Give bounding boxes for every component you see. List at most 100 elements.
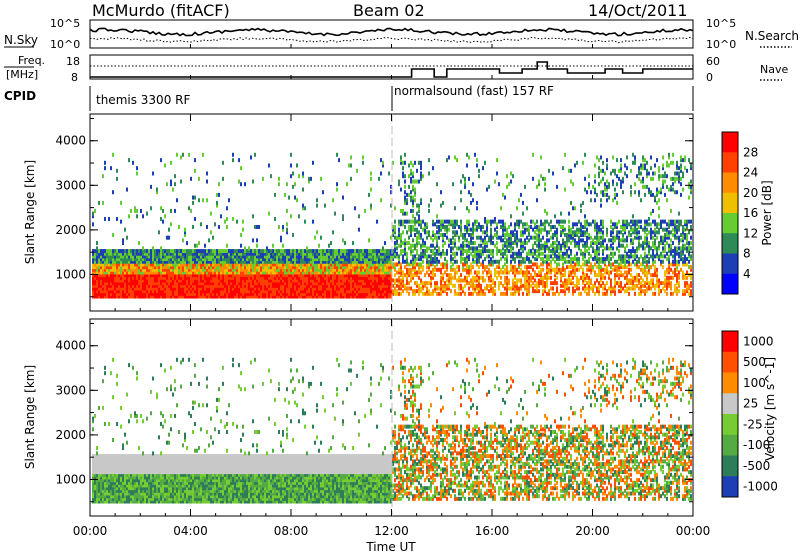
power-cell [548, 254, 550, 258]
power-cell [410, 286, 412, 290]
power-cell [562, 252, 564, 256]
power-cell [166, 236, 168, 240]
power-cell [286, 222, 288, 226]
power-cell [602, 281, 604, 285]
power-cell [612, 198, 614, 202]
power-cell [544, 273, 546, 277]
power-cell [184, 249, 186, 253]
power-cell [444, 241, 446, 245]
power-cell [502, 284, 504, 288]
power-cell [494, 244, 496, 248]
power-cell [516, 278, 518, 282]
power-cell [602, 273, 604, 277]
power-cell [356, 249, 358, 253]
power-cell [612, 169, 614, 173]
power-cell [368, 249, 370, 253]
power-cell [586, 292, 588, 296]
power-cell [444, 281, 446, 285]
power-cell [178, 225, 180, 229]
power-cell [606, 198, 608, 202]
power-cell [104, 166, 106, 170]
power-cell [414, 180, 416, 184]
power-cell [474, 260, 476, 264]
power-cell [408, 268, 410, 272]
power-cell [532, 252, 534, 256]
power-cell [596, 273, 598, 277]
power-cell [556, 254, 558, 258]
power-cell [348, 249, 350, 253]
power-cell [242, 228, 244, 232]
power-cell [466, 153, 468, 157]
power-cell [416, 180, 418, 184]
power-cell [464, 276, 466, 280]
power-cell [474, 241, 476, 245]
power-cell [196, 244, 198, 248]
power-cell [442, 220, 444, 224]
power-cell [406, 212, 408, 216]
power-cell [334, 212, 336, 216]
power-cell [414, 244, 416, 248]
power-cell [296, 163, 298, 167]
power-cell [144, 249, 146, 253]
power-cell [488, 236, 490, 240]
power-cell [252, 214, 254, 218]
power-cell [568, 254, 570, 258]
power-cell [504, 222, 506, 226]
power-cell [414, 228, 416, 232]
power-cell [532, 177, 534, 181]
power-cell [356, 169, 358, 173]
power-cell [428, 172, 430, 176]
power-cell [342, 249, 344, 253]
power-cell [608, 254, 610, 258]
power-cell [476, 201, 478, 205]
power-cell [136, 209, 138, 213]
power-cell [338, 249, 340, 253]
power-cell [480, 244, 482, 248]
power-cell [454, 289, 456, 293]
power-cell [418, 204, 420, 208]
power-cell [350, 177, 352, 181]
power-cell [342, 196, 344, 200]
power-cell [588, 265, 590, 269]
power-cell [598, 225, 600, 229]
power-cell [468, 177, 470, 181]
power-cell [192, 196, 194, 200]
power-cell [136, 249, 138, 253]
power-cell [220, 214, 222, 218]
power-cell [412, 214, 414, 218]
power-cell [368, 238, 370, 242]
power-cell [98, 249, 100, 253]
power-cell [434, 233, 436, 237]
power-cell [452, 262, 454, 266]
power-cell [604, 257, 606, 261]
power-cell [606, 158, 608, 162]
power-cell [184, 228, 186, 232]
power-cell [258, 249, 260, 253]
power-cell [404, 220, 406, 224]
power-cell [210, 249, 212, 253]
power-cell [534, 278, 536, 282]
power-cell [426, 270, 428, 274]
power-cell [470, 228, 472, 232]
power-cell [256, 244, 258, 248]
cpid-segment-2: normalsound (fast) 157 RF [394, 84, 554, 98]
power-cell [540, 155, 542, 159]
power-cell [510, 214, 512, 218]
power-cell [550, 276, 552, 280]
power-cell [414, 281, 416, 285]
power-cell [358, 228, 360, 232]
power-cell [108, 249, 110, 253]
power-cell [588, 252, 590, 256]
power-cell [256, 249, 258, 253]
power-cell [420, 198, 422, 202]
power-cell [462, 278, 464, 282]
power-cell [408, 225, 410, 229]
power-cell [580, 209, 582, 213]
power-cell [408, 262, 410, 266]
power-cell [420, 252, 422, 256]
power-cell [534, 236, 536, 240]
power-cell [296, 249, 298, 253]
power-cell [394, 241, 396, 245]
power-cell [394, 206, 396, 210]
power-cell [532, 236, 534, 240]
